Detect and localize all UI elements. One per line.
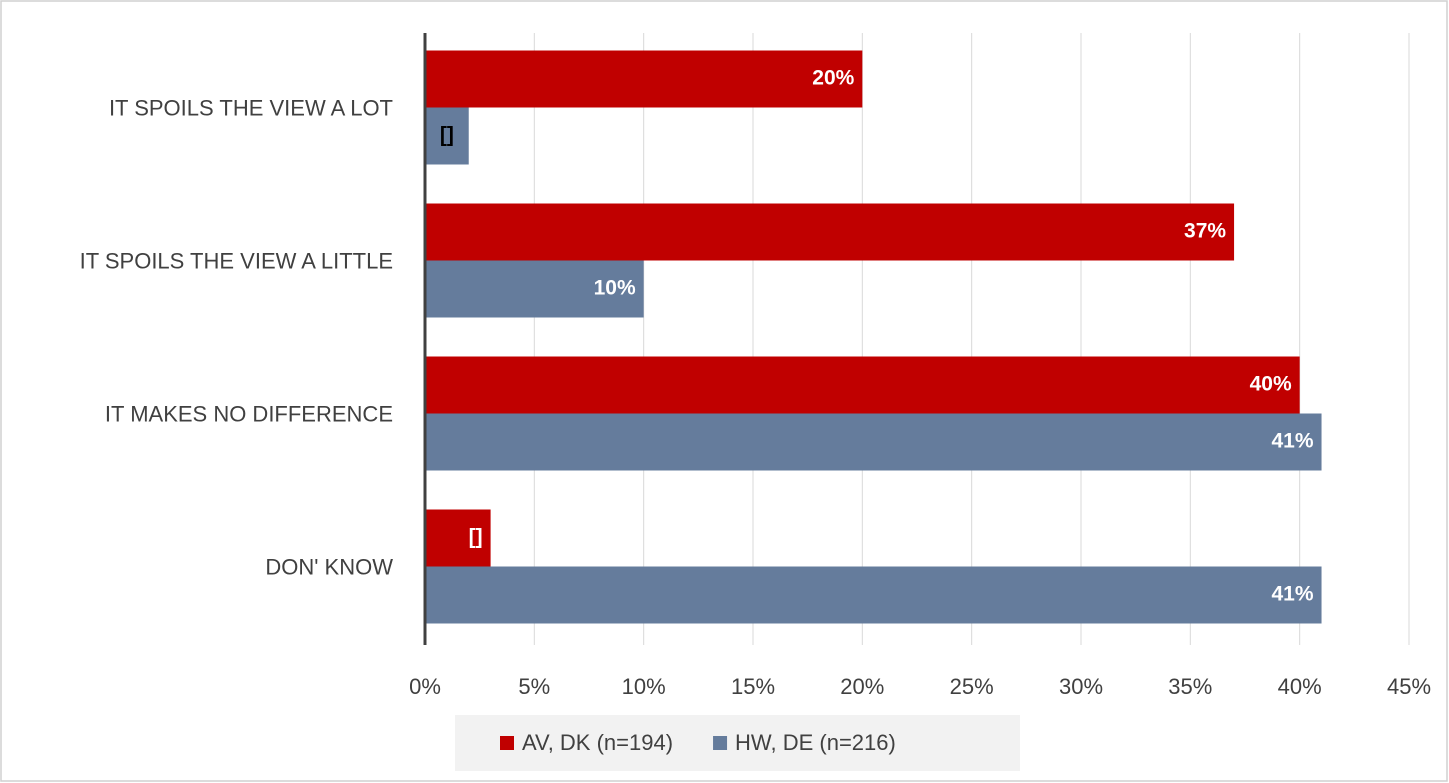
legend-label: HW, DE (n=216) [735, 730, 896, 755]
x-tick-label: 15% [731, 674, 775, 699]
x-tick-label: 45% [1387, 674, 1431, 699]
x-tick-label: 0% [409, 674, 441, 699]
value-label: 10% [594, 277, 636, 300]
bar [425, 50, 863, 108]
x-tick-label: 40% [1278, 674, 1322, 699]
legend-swatch [713, 736, 728, 750]
value-label: 40% [1250, 373, 1292, 396]
y-tick-label: IT SPOILS THE VIEW A LOT [109, 95, 393, 120]
bar [425, 260, 644, 318]
bar [425, 413, 1322, 471]
legend-label: AV, DK (n=194) [522, 730, 673, 755]
bar [425, 107, 469, 165]
y-tick-label: IT MAKES NO DIFFERENCE [105, 401, 393, 426]
value-label: 41% [1272, 583, 1314, 606]
legend-box [455, 715, 1020, 771]
x-tick-label: 35% [1168, 674, 1212, 699]
bar [425, 509, 491, 567]
x-tick-label: 25% [950, 674, 994, 699]
x-tick-label: 10% [622, 674, 666, 699]
bar [425, 356, 1300, 414]
x-tick-label: 20% [840, 674, 884, 699]
legend-swatch [500, 736, 514, 750]
x-tick-label: 5% [518, 674, 550, 699]
x-tick-label: 30% [1059, 674, 1103, 699]
bar [425, 203, 1235, 261]
y-tick-label: IT SPOILS THE VIEW A LITTLE [80, 248, 393, 273]
value-label: 37% [1184, 220, 1226, 243]
bar [425, 566, 1322, 624]
value-label: 41% [1272, 430, 1314, 453]
value-label: [] [469, 526, 483, 549]
y-tick-label: DON' KNOW [265, 554, 393, 579]
value-label: [] [440, 124, 454, 147]
value-label: 20% [812, 67, 854, 90]
